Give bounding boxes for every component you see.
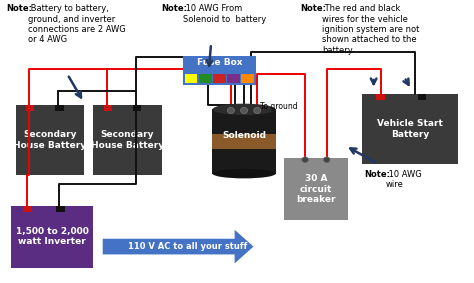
Bar — [284, 158, 348, 220]
Bar — [183, 56, 256, 85]
Text: 30 A
circuit
breaker: 30 A circuit breaker — [296, 174, 336, 204]
Bar — [241, 74, 254, 83]
Text: Fuse Box: Fuse Box — [197, 58, 242, 67]
Bar — [376, 94, 385, 100]
Bar — [26, 105, 34, 111]
Text: Note:: Note: — [162, 4, 188, 13]
Bar — [103, 105, 112, 111]
Text: Battery to battery,
ground, and inverter
connections are 2 AWG
or 4 AWG: Battery to battery, ground, and inverter… — [28, 4, 126, 44]
Text: Note:: Note: — [364, 170, 390, 179]
Bar — [213, 74, 226, 83]
Ellipse shape — [212, 104, 276, 115]
Polygon shape — [103, 230, 254, 263]
Text: Secondary
House Battery: Secondary House Battery — [91, 130, 164, 150]
Ellipse shape — [228, 107, 235, 113]
Ellipse shape — [254, 107, 261, 113]
Ellipse shape — [240, 107, 247, 113]
Bar — [16, 105, 84, 175]
Bar — [362, 94, 458, 164]
Bar — [199, 74, 211, 83]
Text: 1,500 to 2,000
watt Inverter: 1,500 to 2,000 watt Inverter — [16, 227, 89, 246]
Bar — [418, 94, 427, 100]
Bar — [133, 105, 141, 111]
Text: Secondary
House Battery: Secondary House Battery — [13, 130, 86, 150]
Ellipse shape — [302, 157, 309, 162]
Bar — [185, 74, 197, 83]
Text: Note:: Note: — [301, 4, 327, 13]
Ellipse shape — [212, 169, 276, 178]
Bar — [93, 105, 162, 175]
Bar — [55, 105, 64, 111]
Text: 10 AWG From
Solenoid to  battery: 10 AWG From Solenoid to battery — [183, 4, 266, 23]
Text: 110 V AC to all your stuff: 110 V AC to all your stuff — [128, 242, 247, 251]
Text: To ground: To ground — [260, 102, 297, 111]
Bar — [56, 206, 64, 212]
Text: 10 AWG
wire: 10 AWG wire — [386, 170, 422, 189]
Bar — [212, 134, 276, 149]
Bar — [11, 206, 93, 268]
Ellipse shape — [323, 157, 330, 162]
Bar — [227, 74, 240, 83]
Text: Note:: Note: — [6, 4, 32, 13]
Text: The red and black
wires for the vehicle
ignition system are not
shown attached t: The red and black wires for the vehicle … — [322, 4, 419, 55]
Bar — [23, 206, 32, 212]
Text: Solenoid: Solenoid — [222, 131, 266, 140]
Bar — [212, 109, 276, 174]
Text: Vehicle Start
Battery: Vehicle Start Battery — [377, 119, 443, 139]
